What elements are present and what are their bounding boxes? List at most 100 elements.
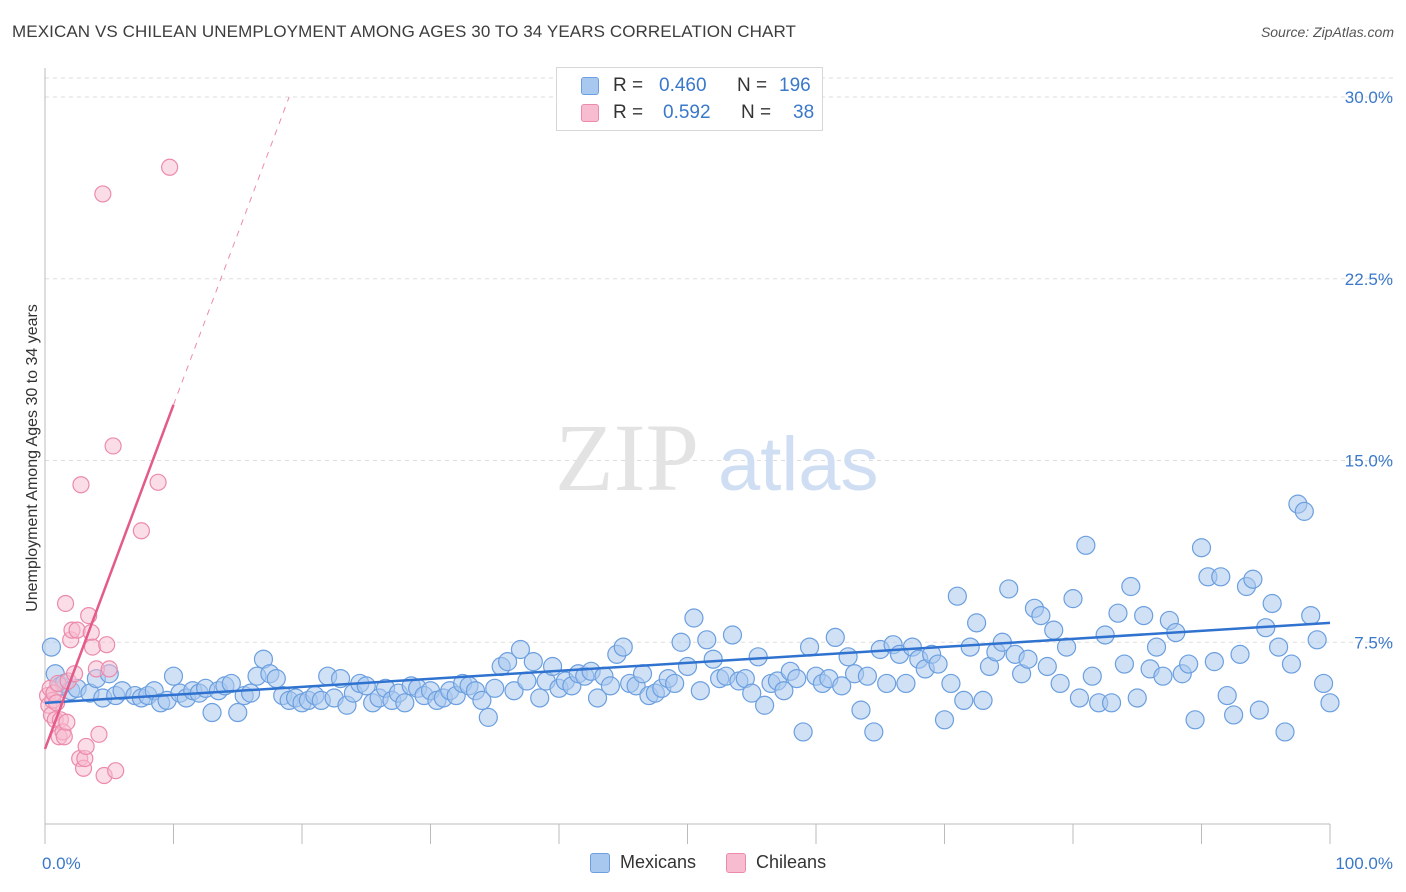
mexicans-trend-line <box>44 621 1331 705</box>
mexican-point <box>1101 693 1122 713</box>
correlation-legend: R = 0.460 N = 196 R = 0.592 N = 38 <box>556 67 823 131</box>
n-label: N = <box>741 102 772 123</box>
mexicans-legend-swatch <box>590 852 610 873</box>
mexican-point <box>1114 654 1135 674</box>
y-tick-label: 30.0% <box>1345 88 1393 107</box>
legend-row-chileans: R = 0.592 N = 38 <box>581 100 814 126</box>
mexican-point <box>748 647 768 667</box>
mexican-point <box>1320 693 1340 713</box>
mexican-point <box>1185 710 1205 730</box>
mexican-point <box>1313 673 1334 694</box>
mexican-point <box>1146 637 1167 657</box>
mexican-point <box>1153 666 1173 686</box>
chileans-trend-extension <box>173 96 290 405</box>
trend-lines <box>43 96 1331 750</box>
mexican-point <box>1134 605 1154 626</box>
r-label: R = <box>613 75 644 96</box>
n-value: 196 <box>779 75 811 96</box>
mexican-point <box>1108 603 1128 623</box>
mexican-point <box>485 678 505 698</box>
chilean-point <box>77 737 95 756</box>
mexican-point <box>517 671 537 691</box>
chilean-point <box>149 473 167 491</box>
chilean-point <box>104 437 122 455</box>
mexican-point <box>832 676 852 696</box>
mexican-point <box>665 673 685 694</box>
mexican-point <box>960 637 980 657</box>
mexican-point <box>1301 605 1321 626</box>
mexican-point <box>703 649 723 669</box>
r-value: 0.460 <box>659 75 707 96</box>
mexican-point <box>838 647 858 667</box>
mexican-point <box>1191 538 1212 558</box>
mexican-point <box>671 632 691 652</box>
chilean-point <box>98 636 116 654</box>
chilean-point <box>100 660 118 678</box>
chilean-point <box>90 725 108 743</box>
mexican-point <box>587 688 608 708</box>
mexican-point <box>1037 656 1057 677</box>
mexican-point <box>793 722 813 742</box>
mexican-point <box>241 683 261 703</box>
mexican-point <box>163 666 184 686</box>
mexican-point <box>864 722 884 742</box>
chilean-point <box>56 594 75 613</box>
mexican-point <box>1063 589 1083 609</box>
chilean-point <box>72 476 90 494</box>
legend-item-mexicans: Mexicans <box>590 852 696 873</box>
chileans-swatch <box>581 104 599 122</box>
mexican-point <box>799 637 820 657</box>
mexican-point <box>1243 569 1263 589</box>
mexican-point <box>697 630 717 650</box>
mexican-point <box>1217 685 1237 706</box>
mexican-point <box>954 690 974 711</box>
mexican-point <box>690 681 710 701</box>
n-value: 38 <box>793 102 815 123</box>
mexican-point <box>228 702 248 723</box>
legend-row-mexicans: R = 0.460 N = 196 <box>581 73 811 99</box>
r-value: 0.592 <box>663 102 711 123</box>
mexican-point <box>498 652 518 672</box>
mexican-point <box>896 673 916 694</box>
mexican-point <box>504 681 524 701</box>
mexican-point <box>754 695 775 715</box>
mexican-point <box>1262 593 1282 614</box>
mexican-point <box>613 637 633 657</box>
mexican-point <box>857 666 878 686</box>
chilean-point <box>132 522 150 540</box>
mexican-point <box>1076 535 1096 555</box>
x-tick-label-min: 0.0% <box>42 854 81 873</box>
mexican-point <box>523 652 543 672</box>
mexican-point <box>1069 688 1090 708</box>
mexican-point <box>1018 649 1038 669</box>
mexican-point <box>395 693 415 713</box>
mexican-point <box>1082 666 1102 686</box>
mexican-point <box>478 707 498 727</box>
watermark-atlas: atlas <box>718 422 879 507</box>
grid <box>45 77 1393 643</box>
mexican-point <box>1204 652 1224 672</box>
legend-item-chileans: Chileans <box>726 852 826 873</box>
mexican-point <box>941 673 961 694</box>
mexican-point <box>1179 654 1199 674</box>
y-tick-label: 7.5% <box>1354 633 1393 652</box>
mexican-point <box>1050 673 1070 694</box>
n-label: N = <box>737 75 768 96</box>
source-note: Source: ZipAtlas.com <box>1260 24 1394 40</box>
chart-title: MEXICAN VS CHILEAN UNEMPLOYMENT AMONG AG… <box>12 22 797 41</box>
mexican-point <box>1294 501 1314 521</box>
mexican-point <box>530 688 550 708</box>
mexican-point <box>1307 630 1327 650</box>
mexican-point <box>1249 700 1269 720</box>
mexican-point <box>934 710 955 730</box>
mexican-point <box>877 673 897 694</box>
chileans-legend-swatch <box>726 852 747 873</box>
mexican-point <box>1268 637 1289 657</box>
mexican-point <box>202 702 222 723</box>
chilean-point <box>94 185 112 203</box>
mexican-point <box>928 654 948 674</box>
chilean-point <box>107 762 125 780</box>
chilean-point <box>83 638 102 656</box>
chileans-trend-line <box>43 404 175 750</box>
mexican-point <box>1224 705 1244 725</box>
